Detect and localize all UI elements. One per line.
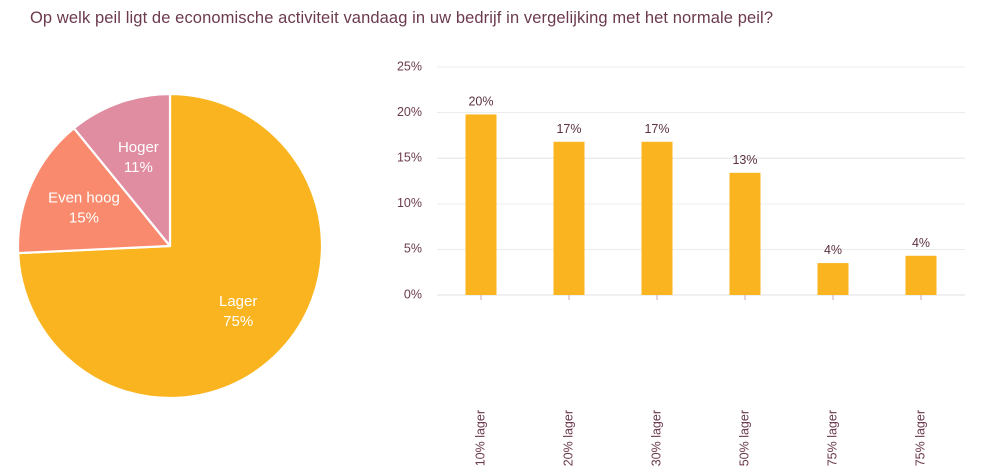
bar-chart-panel: 0% 5% 10% 15% 20% 25% 20% 17% 17% 13% 4% 4% 0 tot … <box>380 50 1000 466</box>
bar-value-label: 20% <box>468 94 493 108</box>
x-axis-tick-labels: 0 tot 10% lager 10 tot 20% lager 20 tot 30… <box>473 295 927 466</box>
x-axis-tick-label: >75% lager <box>913 410 927 466</box>
bar[interactable] <box>729 172 761 295</box>
page-title: Op welk peil ligt de economische activit… <box>30 9 774 27</box>
pie-slice-label: Even hoog <box>48 190 120 207</box>
gridlines <box>437 66 965 296</box>
y-axis-tick-label: 20% <box>397 105 422 119</box>
y-axis-tick-label: 10% <box>397 196 422 210</box>
pie-chart: Lager 75% Even hoog 15% Hoger 11% <box>16 92 324 400</box>
x-axis-tick-label: 20 tot 30% lager <box>649 410 663 466</box>
x-axis-tick-label: 30 tot 50% lager <box>737 410 751 466</box>
pie-slice-value: 15% <box>69 210 99 227</box>
bar[interactable] <box>905 255 937 295</box>
pie-slice-label: Lager <box>219 293 257 310</box>
bar-group <box>465 114 937 295</box>
y-axis-tick-label: 25% <box>397 59 422 73</box>
bar[interactable] <box>465 114 497 295</box>
pie-slice[interactable] <box>16 127 172 255</box>
y-axis-tick-labels: 0% 5% 10% 15% 20% 25% <box>397 59 422 301</box>
bar-chart: 0% 5% 10% 15% 20% 25% 20% 17% 17% 13% 4% 4% 0 tot … <box>397 59 965 466</box>
y-axis-tick-label: 0% <box>404 287 422 301</box>
bar[interactable] <box>817 263 849 295</box>
y-axis-tick-label: 5% <box>404 242 422 256</box>
bar-value-label: 13% <box>732 153 757 167</box>
bar-value-label: 17% <box>556 122 581 136</box>
pie-chart-panel: Lager 75% Even hoog 15% Hoger 11% <box>0 80 360 420</box>
pie-slice[interactable] <box>72 92 172 248</box>
bar-value-label: 17% <box>644 122 669 136</box>
bar-value-label: 4% <box>912 236 930 250</box>
y-axis-tick-label: 15% <box>397 150 422 164</box>
bar[interactable] <box>553 141 585 295</box>
x-axis-tick-label: 10 tot 20% lager <box>561 410 575 466</box>
bar-value-label: 4% <box>824 243 842 257</box>
x-axis-tick-label: 50 tot 75% lager <box>825 410 839 466</box>
pie-label-group: Lager 75% Even hoog 15% Hoger 11% <box>48 139 257 330</box>
x-axis-tick-label: 0 tot 10% lager <box>473 410 487 466</box>
bar-value-labels: 20% 17% 17% 13% 4% 4% <box>468 94 930 257</box>
pie-slice-value: 11% <box>124 159 153 176</box>
pie-slice-group <box>16 92 324 400</box>
bar[interactable] <box>641 141 673 295</box>
pie-slice-value: 75% <box>223 313 253 330</box>
pie-slice-label: Hoger <box>118 139 159 156</box>
